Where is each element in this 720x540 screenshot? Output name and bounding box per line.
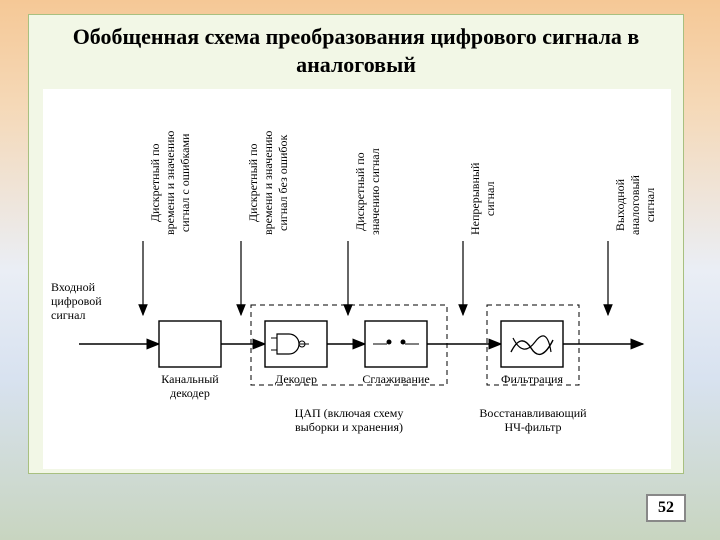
signal-label-2: Дискретный позначению сигнал <box>353 148 383 235</box>
group-label-1: ВосстанавливающийНЧ-фильтр <box>469 407 597 435</box>
title: Обобщенная схема преобразования цифровог… <box>39 23 673 78</box>
block-label-filter: Фильтрация <box>483 373 581 387</box>
diagram: Входнойцифровойсигнал Дискретный повремен… <box>43 89 671 469</box>
signal-label-3: Непрерывныйсигнал <box>468 163 498 235</box>
page-number: 52 <box>646 494 686 522</box>
group-label-0: ЦАП (включая схемувыборки и хранения) <box>233 407 465 435</box>
signal-label-4: Выходнойаналоговыйсигнал <box>613 175 658 235</box>
slide-frame: Обобщенная схема преобразования цифровог… <box>28 14 684 474</box>
signal-label-1: Дискретный повремени и значениюсигнал бе… <box>246 131 291 235</box>
block-label-decoder: Декодер <box>247 373 345 387</box>
signal-label-0: Дискретный повремени и значениюсигнал с … <box>148 131 193 235</box>
block-label-channel-decoder: Канальныйдекодер <box>141 373 239 401</box>
block-label-smoothing: Сглаживание <box>347 373 445 387</box>
input-label: Входнойцифровойсигнал <box>51 281 125 322</box>
